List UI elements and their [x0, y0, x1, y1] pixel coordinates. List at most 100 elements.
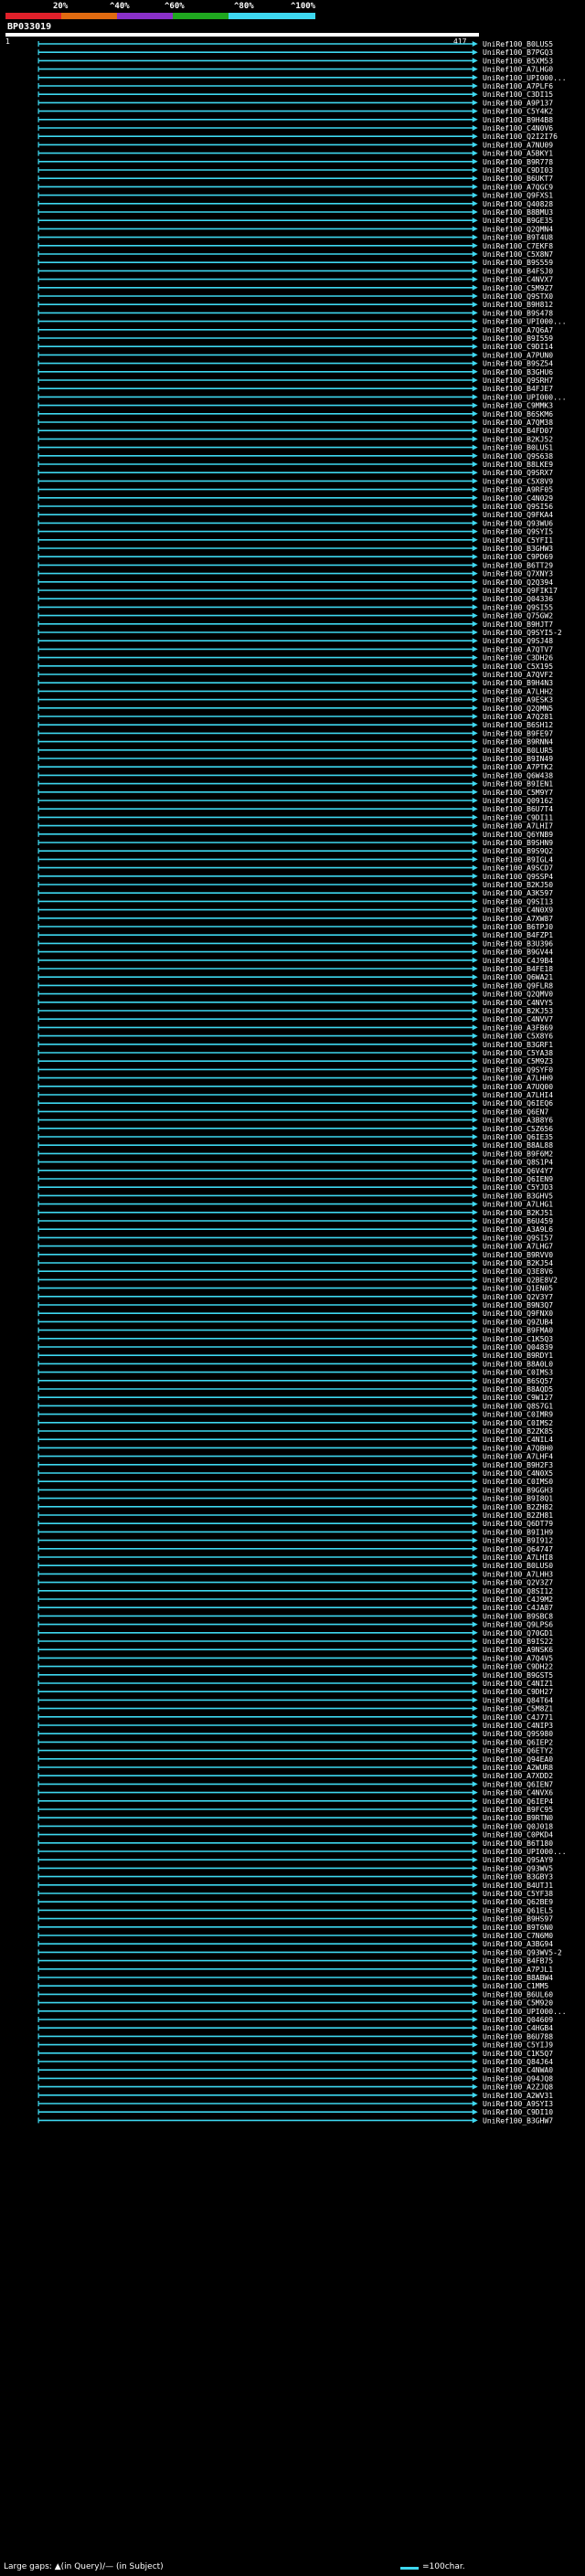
hit-label[interactable]: UniRef100_B9T6N0: [483, 1924, 553, 1932]
hit-label[interactable]: UniRef100_Q2BE8V2: [483, 1276, 558, 1284]
hit-label[interactable]: UniRef100_C4N029: [483, 494, 553, 503]
hit-label[interactable]: UniRef100_B8BMU3: [483, 208, 553, 217]
hit-label[interactable]: UniRef100_A5BKY1: [483, 150, 553, 158]
hit-label[interactable]: UniRef100_B9RNN4: [483, 738, 553, 747]
hit-label[interactable]: UniRef100_B9I8Q1: [483, 1495, 553, 1503]
hit-label[interactable]: UniRef100_B9SZ54: [483, 360, 553, 368]
hit-label[interactable]: UniRef100_B9I1H9: [483, 1528, 553, 1536]
hit-label[interactable]: UniRef100_A7LHH2: [483, 687, 553, 695]
hit-label[interactable]: UniRef100_A9SYI3: [483, 2100, 553, 2108]
hit-label[interactable]: UniRef100_C7EKF8: [483, 242, 553, 250]
hit-label[interactable]: UniRef100_A9P137: [483, 99, 553, 107]
hit-label[interactable]: UniRef100_B3GBY3: [483, 1873, 553, 1882]
hit-label[interactable]: UniRef100_Q9S638: [483, 452, 553, 461]
hit-label[interactable]: UniRef100_B2KJ52: [483, 435, 553, 443]
hit-label[interactable]: UniRef100_B0LUS0: [483, 1562, 553, 1570]
hit-label[interactable]: UniRef100_A7LHG7: [483, 1243, 553, 1251]
hit-label[interactable]: UniRef100_Q9SAY9: [483, 1856, 553, 1864]
hit-label[interactable]: UniRef100_Q6IE35: [483, 1133, 553, 1141]
hit-label[interactable]: UniRef100_B8ABW4: [483, 1974, 553, 1982]
hit-label[interactable]: UniRef100_B9IEN1: [483, 780, 553, 789]
hit-label[interactable]: UniRef100_A3FB69: [483, 1023, 553, 1032]
hit-label[interactable]: UniRef100_B8A0L0: [483, 1360, 553, 1368]
hit-label[interactable]: UniRef100_B6U788: [483, 2032, 553, 2041]
hit-label[interactable]: UniRef100_A3BG94: [483, 1940, 553, 1948]
hit-label[interactable]: UniRef100_B7PGQ3: [483, 48, 553, 57]
hit-label[interactable]: UniRef100_C5M9Y7: [483, 789, 553, 797]
hit-label[interactable]: UniRef100_Q7XNY3: [483, 570, 553, 578]
hit-label[interactable]: UniRef100_Q8S7G1: [483, 1402, 553, 1410]
hit-label[interactable]: UniRef100_C4J771: [483, 1713, 553, 1722]
hit-label[interactable]: UniRef100_C9MMK3: [483, 402, 553, 410]
hit-label[interactable]: UniRef100_B9IGL4: [483, 855, 553, 864]
hit-label[interactable]: UniRef100_Q6WA21: [483, 973, 553, 981]
hit-label[interactable]: UniRef100_B9GV44: [483, 949, 553, 957]
hit-label[interactable]: UniRef100_Q6ETY2: [483, 1747, 553, 1755]
hit-label[interactable]: UniRef100_B8AQD5: [483, 1385, 553, 1394]
hit-label[interactable]: UniRef100_C5YIJ9: [483, 2041, 553, 2050]
hit-label[interactable]: UniRef100_C9DI10: [483, 2108, 553, 2116]
hit-label[interactable]: UniRef100_Q9ZUB4: [483, 1318, 553, 1326]
hit-label[interactable]: UniRef100_Q64747: [483, 1545, 553, 1553]
hit-label[interactable]: UniRef100_Q93WU6: [483, 519, 553, 527]
hit-label[interactable]: UniRef100_C9DH27: [483, 1688, 553, 1696]
hit-label[interactable]: UniRef100_Q9SRX7: [483, 469, 553, 477]
hit-label[interactable]: UniRef100_UPI000...: [483, 1848, 567, 1856]
hit-label[interactable]: UniRef100_Q04609: [483, 2016, 553, 2024]
hit-label[interactable]: UniRef100_C4N0X9: [483, 906, 553, 915]
hit-label[interactable]: UniRef100_A7Q6A7: [483, 326, 553, 334]
hit-label[interactable]: UniRef100_B4FZP1: [483, 931, 553, 939]
hit-label[interactable]: UniRef100_Q93WV5: [483, 1864, 553, 1872]
hit-label[interactable]: UniRef100_Q93WV5-2: [483, 1948, 562, 1956]
hit-label[interactable]: UniRef100_Q70GD1: [483, 1629, 553, 1638]
hit-label[interactable]: UniRef100_A7PUN0: [483, 351, 553, 359]
hit-label[interactable]: UniRef100_C5YJD3: [483, 1183, 553, 1192]
hit-label[interactable]: UniRef100_B9FE97: [483, 729, 553, 737]
hit-label[interactable]: UniRef100_C4NVX7: [483, 276, 553, 284]
hit-label[interactable]: UniRef100_C3DH26: [483, 654, 553, 663]
hit-label[interactable]: UniRef100_Q40828: [483, 200, 553, 208]
hit-label[interactable]: UniRef100_B2ZH82: [483, 1503, 553, 1511]
hit-label[interactable]: UniRef100_B9RTN0: [483, 1814, 553, 1822]
hit-label[interactable]: UniRef100_B2KJ54: [483, 1259, 553, 1267]
hit-label[interactable]: UniRef100_B4UTJ1: [483, 1882, 553, 1890]
hit-label[interactable]: UniRef100_B4FB75: [483, 1957, 553, 1966]
hit-label[interactable]: UniRef100_B9FC95: [483, 1806, 553, 1814]
hit-label[interactable]: UniRef100_B6UKT7: [483, 175, 553, 183]
hit-label[interactable]: UniRef100_A7QM38: [483, 419, 553, 427]
hit-label[interactable]: UniRef100_C9DI14: [483, 343, 553, 351]
hit-label[interactable]: UniRef100_A9RF05: [483, 486, 553, 494]
hit-label[interactable]: UniRef100_Q2V3Z7: [483, 1579, 553, 1587]
hit-label[interactable]: UniRef100_A7QBH0: [483, 1444, 553, 1452]
hit-label[interactable]: UniRef100_B4FD07: [483, 427, 553, 435]
hit-label[interactable]: UniRef100_C5X8V9: [483, 477, 553, 485]
hit-label[interactable]: UniRef100_C4NVV7: [483, 1015, 553, 1023]
hit-label[interactable]: UniRef100_Q6IEP4: [483, 1797, 553, 1806]
hit-label[interactable]: UniRef100_C3DI15: [483, 90, 553, 99]
hit-label[interactable]: UniRef100_B4FJE7: [483, 385, 553, 393]
hit-label[interactable]: UniRef100_C4NVX6: [483, 1789, 553, 1797]
hit-label[interactable]: UniRef100_B9GGH3: [483, 1486, 553, 1494]
hit-label[interactable]: UniRef100_Q6YNB9: [483, 831, 553, 839]
hit-label[interactable]: UniRef100_A3B8Y6: [483, 1117, 553, 1125]
hit-label[interactable]: UniRef100_A7LHI7: [483, 822, 553, 831]
hit-label[interactable]: UniRef100_Q9FNX0: [483, 1309, 553, 1318]
hit-label[interactable]: UniRef100_Q04336: [483, 595, 553, 603]
hit-label[interactable]: UniRef100_B6SH12: [483, 721, 553, 729]
hit-label[interactable]: UniRef100_Q84T64: [483, 1696, 553, 1704]
hit-label[interactable]: UniRef100_C4J9M2: [483, 1595, 553, 1604]
hit-label[interactable]: UniRef100_A7UQ00: [483, 1083, 553, 1091]
hit-label[interactable]: UniRef100_C9DI11: [483, 813, 553, 822]
hit-label[interactable]: UniRef100_Q04839: [483, 1343, 553, 1352]
hit-label[interactable]: UniRef100_A3A9L6: [483, 1225, 553, 1234]
hit-label[interactable]: UniRef100_Q6IEQ6: [483, 1099, 553, 1108]
hit-label[interactable]: UniRef100_Q9SI56: [483, 503, 553, 511]
hit-label[interactable]: UniRef100_C4HGB4: [483, 2024, 553, 2032]
hit-label[interactable]: UniRef100_Q94JQ8: [483, 2074, 553, 2083]
hit-label[interactable]: UniRef100_Q2V3Y7: [483, 1293, 553, 1301]
hit-label[interactable]: UniRef100_Q2QMN5: [483, 705, 553, 713]
hit-label[interactable]: UniRef100_B3GHU6: [483, 368, 553, 376]
hit-label[interactable]: UniRef100_B9I912: [483, 1537, 553, 1545]
hit-label[interactable]: UniRef100_Q9SYF0: [483, 1065, 553, 1074]
hit-label[interactable]: UniRef100_Q6W438: [483, 771, 553, 779]
